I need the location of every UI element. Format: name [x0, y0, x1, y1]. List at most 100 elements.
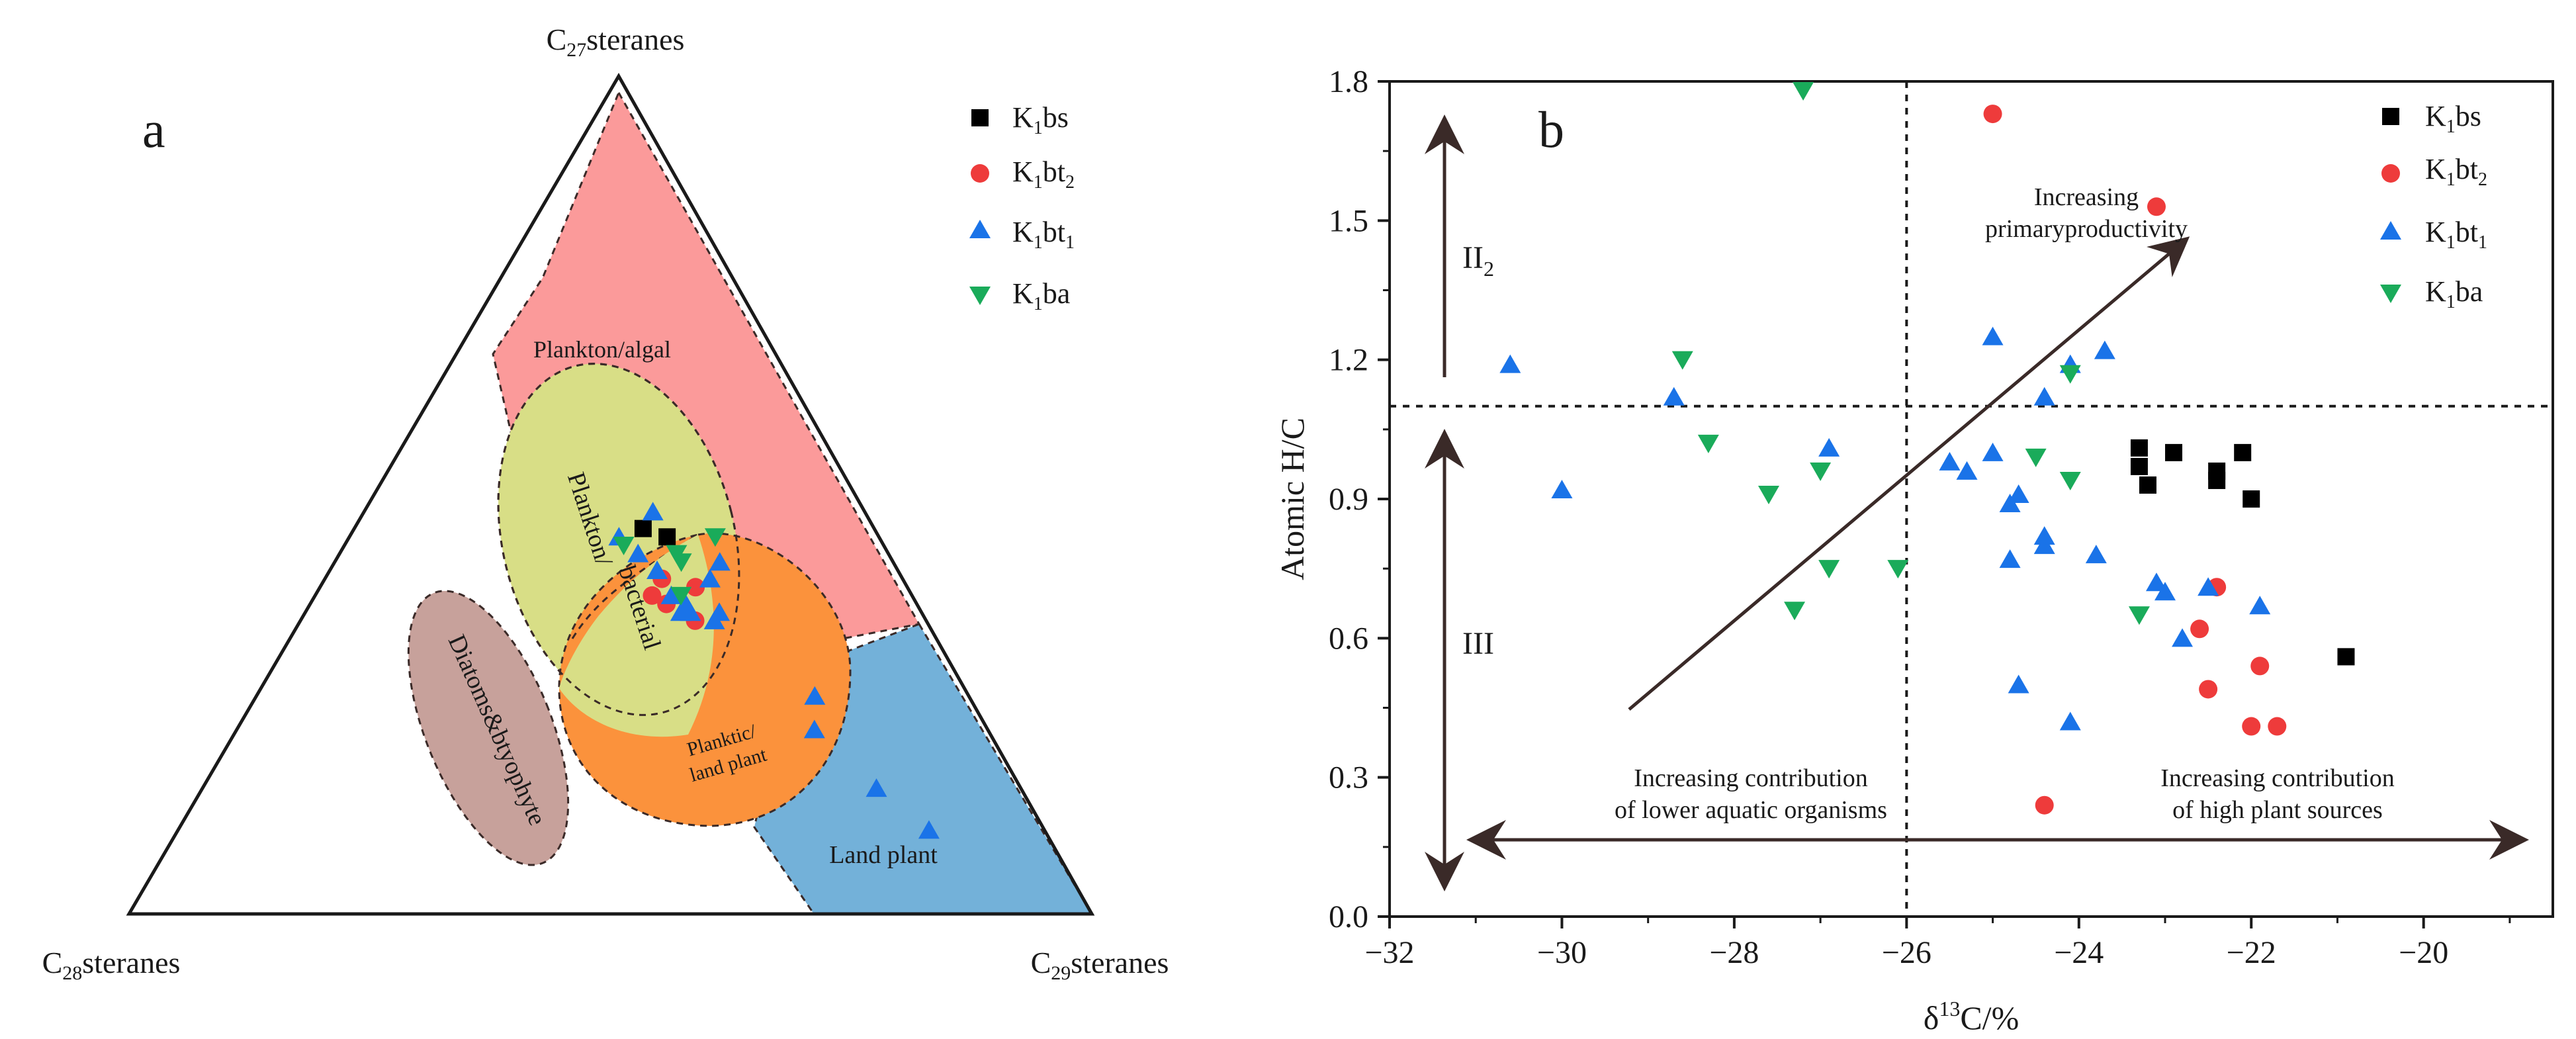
scatter-point-k1bt1-15 [2085, 545, 2107, 564]
vertex-right-label: C29steranes [1031, 946, 1169, 984]
scatter-point-k1bt1-16 [1999, 549, 2021, 568]
scatter-point-k1bt1-8 [1939, 451, 1961, 471]
scatter-point-k1bt1-7 [2033, 386, 2055, 406]
x-tick-label: −26 [1882, 935, 1932, 970]
annotation-lower-aquatic-2: of lower aquatic organisms [1615, 796, 1887, 824]
scatter-point-k1bt1-21 [2172, 628, 2194, 647]
arrow-productivity [1628, 236, 2190, 711]
panel-b-scatter: −32 −30 −28 −26 −24 −22 −20 0.0 0.3 0.6 0.9 1.2 1.5 1… [1274, 64, 2554, 1036]
svg-text:K1bt1: K1bt1 [2425, 216, 2487, 253]
region-overlap-fill [559, 535, 714, 737]
scatter-point-k1bs-7 [2243, 490, 2260, 508]
ternary-point-k1bt1-11 [680, 602, 701, 621]
scatter-point-k1ba-1 [1671, 351, 1693, 370]
panel-b-label: b [1538, 101, 1564, 158]
legend-a-item-2: K1bt1 [969, 216, 1075, 253]
ternary-point-k1bt1-8 [699, 568, 721, 588]
label-land-plant: Land plant [829, 841, 938, 869]
ternary-point-k1bs-0 [634, 520, 652, 537]
legend-b-item-3: K1ba [2380, 275, 2483, 312]
x-tick-label: −28 [1709, 935, 1759, 970]
svg-text:K1bt2: K1bt2 [1012, 156, 1075, 193]
scatter-point-k1bt2-6 [2242, 717, 2261, 736]
scatter-point-k1bt1-23 [2059, 711, 2081, 731]
scatter-point-k1bt2-5 [2199, 680, 2218, 699]
legend-a-item-1: K1bt2 [971, 156, 1075, 193]
ternary-point-k1bt1-12 [804, 686, 826, 705]
scatter-point-k1bt1-6 [2094, 340, 2115, 359]
scatter-point-k1bt1-1 [1663, 386, 1685, 406]
ternary-point-k1bs-1 [658, 528, 676, 546]
y-tick-label: 1.2 [1329, 343, 1368, 378]
y-tick-label: 0.6 [1329, 621, 1368, 656]
ternary-point-k1bt1-3 [646, 560, 668, 579]
ternary-point-k1bt1-2 [627, 543, 649, 563]
scatter-point-k1bt2-1 [2147, 197, 2166, 216]
legend-a: K1bs K1bt2 K1bt1 K1ba [969, 101, 1075, 314]
x-tick-label: −24 [2054, 935, 2104, 970]
ternary-point-k1bt1-9 [709, 552, 731, 571]
panel-a-label: a [142, 101, 165, 158]
scatter-point-k1ba-10 [1784, 602, 1806, 621]
scatter-point-k1bt1-17 [2145, 572, 2167, 592]
scatter-point-k1ba-4 [1810, 462, 1832, 481]
scatter-point-k1ba-7 [2059, 471, 2081, 490]
svg-text:K1ba: K1ba [2425, 275, 2483, 312]
scatter-point-k1bt1-20 [2249, 596, 2271, 615]
svg-text:K1bs: K1bs [2425, 100, 2481, 137]
scatter-point-k1bt1-4 [1982, 326, 2004, 345]
scatter-point-k1bt1-0 [1499, 354, 1521, 373]
y-tick-label: 0.0 [1329, 899, 1368, 934]
x-tick-label: −20 [2399, 935, 2448, 970]
region-overlap-ellipse-arc [497, 363, 740, 716]
scatter-point-k1bt1-3 [1818, 437, 1840, 457]
scatter-point-k1bs-4 [2139, 476, 2156, 494]
svg-text:K1bs: K1bs [1012, 101, 1069, 138]
scatter-point-k1bs-3 [2234, 443, 2252, 461]
panel-a-ternary: Plankton/algal Plankton/ bacterial Plank… [42, 23, 1169, 984]
svg-text:K1ba: K1ba [1012, 277, 1070, 314]
zone-label-ii2: II2 [1462, 240, 1494, 281]
scatter-point-k1bt1-10 [1982, 442, 2004, 461]
ternary-point-k1bt1-4 [660, 585, 682, 604]
y-tick-label: 0.3 [1329, 760, 1368, 795]
y-tick-label: 1.8 [1329, 64, 1368, 99]
x-tick-label: −30 [1537, 935, 1587, 970]
annotation-productivity-1: Increasing [2034, 183, 2139, 211]
scatter-point-k1bt1-9 [1956, 461, 1978, 480]
scatter-points [1499, 82, 2355, 815]
ternary-point-k1bt1-13 [803, 719, 825, 739]
scatter-point-k1bt1-12 [2008, 484, 2029, 503]
scatter-point-k1ba-5 [1757, 485, 1779, 504]
scatter-point-k1bt2-8 [2035, 795, 2054, 815]
scatter-point-k1ba-2 [2059, 365, 2081, 384]
scatter-point-k1bt2-7 [2268, 717, 2287, 736]
scatter-point-k1bt2-3 [2190, 619, 2209, 639]
axis-ticks: −32 −30 −28 −26 −24 −22 −20 0.0 0.3 0.6 0.9 1.2 1.5 1… [1329, 64, 2511, 970]
ternary-point-k1ba-3 [670, 586, 692, 606]
scatter-point-k1bs-8 [2337, 648, 2355, 666]
scatter-point-k1bt2-4 [2250, 656, 2270, 676]
ternary-point-k1bt1-10 [703, 610, 725, 629]
svg-text:K1bt1: K1bt1 [1012, 216, 1075, 253]
scatter-point-k1ba-8 [1818, 560, 1840, 579]
scatter-point-k1bt1-2 [1551, 479, 1573, 498]
x-axis-label: δ13C/% [1924, 997, 2019, 1036]
scatter-point-k1ba-3 [1697, 434, 1719, 453]
svg-text:K1bt2: K1bt2 [2425, 153, 2487, 190]
x-tick-label: −22 [2227, 935, 2276, 970]
ternary-point-k1ba-4 [666, 545, 688, 564]
legend-b-item-0: K1bs [2382, 100, 2481, 137]
annotation-high-plant-1: Increasing contribution [2160, 764, 2395, 792]
scatter-point-k1ba-6 [2025, 448, 2047, 467]
scatter-point-k1bt1-19 [2198, 577, 2219, 596]
ternary-points [608, 502, 940, 839]
ternary-point-k1ba-0 [704, 528, 726, 547]
scatter-point-k1bt2-0 [1983, 105, 2002, 124]
ternary-point-k1bt1-0 [642, 502, 664, 521]
legend-b: K1bs K1bt2 K1bt1 K1ba [2380, 100, 2487, 312]
scatter-point-k1bs-6 [2208, 471, 2226, 489]
y-axis-label: Atomic H/C [1274, 418, 1311, 580]
vertex-top-label: C27steranes [547, 23, 685, 61]
scatter-point-k1ba-11 [2128, 606, 2150, 625]
